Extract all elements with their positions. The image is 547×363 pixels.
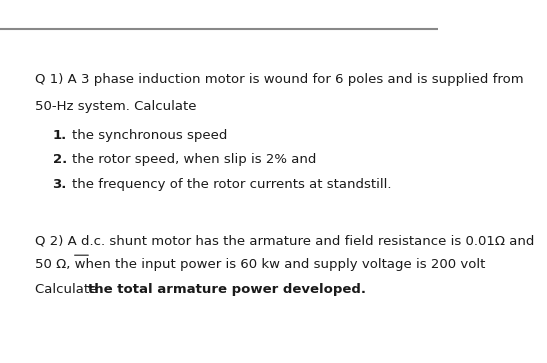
- Text: the synchronous speed: the synchronous speed: [72, 129, 228, 142]
- Text: 1.: 1.: [53, 129, 67, 142]
- Text: Q 2) A d.c. shunt motor has the armature and field resistance is 0.01Ω and: Q 2) A d.c. shunt motor has the armature…: [35, 234, 534, 247]
- Text: 50 Ω, when the input power is 60 kw and supply voltage is 200 volt: 50 Ω, when the input power is 60 kw and …: [35, 258, 485, 272]
- Text: the total armature power developed.: the total armature power developed.: [88, 283, 366, 296]
- Text: Q 1) A 3 phase induction motor is wound for 6 poles and is supplied from: Q 1) A 3 phase induction motor is wound …: [35, 73, 523, 86]
- Text: 3.: 3.: [53, 178, 67, 191]
- Text: 2.: 2.: [53, 153, 67, 166]
- Text: the frequency of the rotor currents at standstill.: the frequency of the rotor currents at s…: [72, 178, 392, 191]
- Text: 50-Hz system. Calculate: 50-Hz system. Calculate: [35, 100, 196, 113]
- Text: the rotor speed, when slip is 2% and: the rotor speed, when slip is 2% and: [72, 153, 317, 166]
- Text: Calculate: Calculate: [35, 283, 102, 296]
